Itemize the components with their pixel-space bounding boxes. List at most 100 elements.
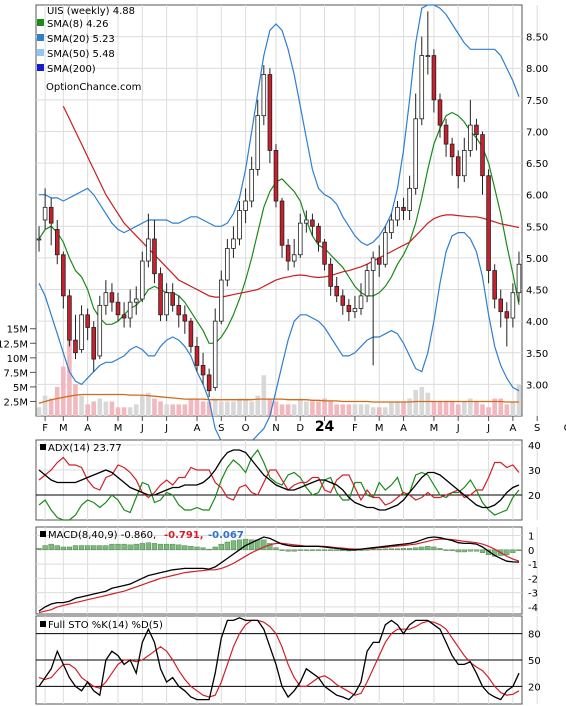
volume-bar: [316, 401, 321, 416]
x-tick-label: F: [42, 423, 48, 434]
volume-bar: [206, 401, 212, 416]
adx-legend-swatch: [40, 444, 46, 450]
x-tick-label: A: [400, 423, 407, 434]
price-tick-label: 3.00: [526, 380, 548, 391]
price-tick-label: 5.00: [526, 254, 548, 265]
volume-average-line: [38, 393, 519, 404]
macd-histogram-bar: [504, 549, 510, 556]
overlay-sma-50-: [62, 105, 520, 298]
macd-histogram-bar: [121, 543, 127, 551]
volume-bar: [401, 401, 406, 416]
candle-body: [103, 292, 109, 306]
candle-body: [73, 339, 78, 354]
stochastic-panel: 20 50 80 Full STO %K(14) %D(5): [35, 615, 541, 705]
x-tick-label: M: [430, 423, 439, 434]
adx-line: [38, 449, 520, 511]
volume-bar: [376, 407, 382, 416]
volume-bar: [498, 398, 504, 416]
candle-body: [54, 229, 60, 256]
x-tick-label: A: [84, 423, 91, 434]
legend-swatch: [37, 49, 44, 56]
macd-histogram-bar: [328, 549, 334, 551]
macd-histogram-bar: [212, 546, 218, 551]
di-plus-line: [38, 448, 520, 521]
price-tick-label: 4.00: [526, 317, 548, 328]
candle-body: [158, 273, 163, 316]
volume-bar: [486, 407, 491, 416]
candle-body: [437, 99, 443, 126]
candle-body: [474, 124, 479, 136]
sto-label: Full STO %K(14) %D(5): [48, 620, 163, 631]
volume-bar: [267, 398, 273, 416]
volume-bar: [243, 398, 248, 416]
volume-bar: [115, 407, 121, 416]
x-tick-label: O: [564, 423, 566, 434]
candle-body: [383, 232, 388, 265]
volume-bar: [492, 398, 497, 416]
candle-body: [146, 238, 151, 262]
macd-histogram-bar: [224, 541, 230, 551]
volume-bar: [54, 386, 60, 416]
macd-histogram-bar: [461, 549, 467, 553]
x-tick-label: D: [296, 423, 304, 434]
volume-bar: [42, 395, 48, 416]
volume-bar: [474, 401, 479, 416]
macd-histogram-bar: [479, 549, 486, 553]
candle-body: [449, 143, 455, 158]
macd-histogram-bar: [334, 549, 340, 551]
price-tick-label: 4.50: [526, 286, 548, 297]
candle-body: [237, 210, 242, 240]
volume-bar: [73, 384, 78, 416]
candle-body: [407, 187, 412, 211]
candle-body: [328, 263, 333, 287]
sto-legend-swatch: [40, 621, 46, 627]
candle-body: [109, 292, 115, 303]
x-tick-label: S: [534, 423, 540, 434]
volume-bar: [67, 340, 72, 416]
x-tick-label: N: [272, 423, 279, 434]
macd-histogram-bar: [127, 544, 133, 551]
adx-tick-label: 30: [528, 466, 541, 477]
volume-bar: [437, 401, 443, 416]
macd-tick-label: -2: [528, 574, 538, 585]
candle-body: [504, 311, 510, 319]
macd-histogram-bar: [388, 548, 395, 551]
volume-bar: [48, 398, 54, 416]
macd-histogram-bar: [321, 549, 328, 551]
macd-histogram-bar: [364, 549, 370, 551]
macd-histogram-bar: [358, 549, 364, 551]
volume-bar: [352, 404, 358, 416]
x-tick-label: M: [375, 423, 384, 434]
volume-bar: [395, 401, 400, 416]
x-tick-label: 24: [315, 419, 335, 435]
volume-bar: [212, 398, 218, 416]
volume-bar: [255, 395, 261, 416]
macd-histogram-bar: [230, 540, 237, 551]
volume-bar: [297, 398, 303, 416]
x-tick-label: J: [164, 423, 168, 434]
candle-body: [206, 374, 212, 392]
volume-bar: [516, 384, 522, 416]
candle-body: [401, 206, 406, 211]
candle-body: [67, 295, 72, 341]
candle-body: [468, 124, 473, 151]
candle-body: [340, 295, 346, 306]
macd-histogram-bar: [400, 548, 407, 551]
macd-histogram-bar: [66, 546, 73, 551]
candle-body: [358, 295, 364, 309]
candle-body: [516, 263, 522, 294]
volume-bar: [176, 404, 182, 416]
x-tick-label: J: [456, 423, 460, 434]
macd-histogram-bar: [115, 543, 121, 551]
candle-body: [455, 156, 461, 177]
macd-tick-label: -3: [528, 589, 538, 600]
volume-bar: [291, 404, 297, 416]
price-tick-label: 3.50: [526, 349, 548, 360]
legend: UIS (weekly) 4.88 OptionChance.com SMA(8…: [37, 6, 141, 93]
volume-bar: [431, 401, 437, 416]
volume-bar: [285, 404, 291, 416]
candle-body: [334, 285, 339, 297]
volume-tick-label: 15M: [7, 325, 28, 336]
volume-tick-label: 12.5M: [0, 339, 28, 350]
